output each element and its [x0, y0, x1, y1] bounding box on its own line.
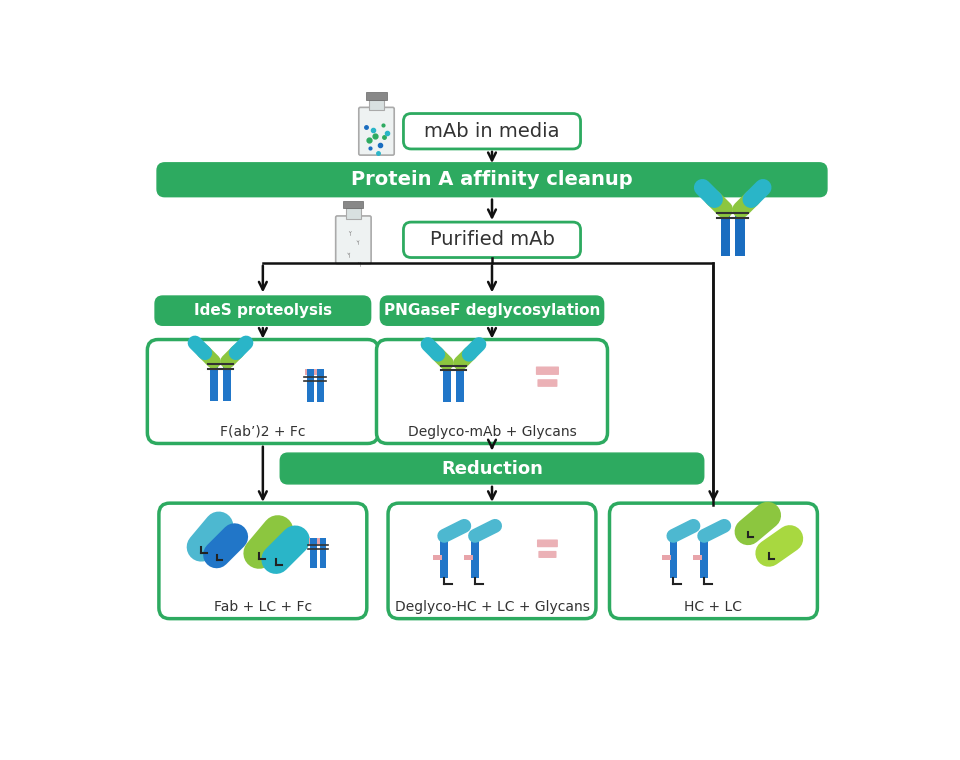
Text: F(ab’)2 + Fc: F(ab’)2 + Fc — [220, 425, 305, 439]
Bar — [444, 369, 451, 402]
FancyBboxPatch shape — [157, 163, 827, 197]
Bar — [210, 367, 218, 401]
FancyBboxPatch shape — [336, 216, 372, 264]
Bar — [433, 555, 442, 560]
FancyBboxPatch shape — [359, 107, 395, 155]
Bar — [305, 369, 319, 375]
Bar — [369, 100, 384, 110]
Text: Fab + LC + Fc: Fab + LC + Fc — [214, 600, 312, 614]
FancyBboxPatch shape — [159, 503, 367, 619]
Bar — [367, 92, 387, 100]
Text: Deglyco-mAb + Glycans: Deglyco-mAb + Glycans — [408, 425, 576, 439]
Bar — [310, 538, 317, 568]
FancyBboxPatch shape — [280, 453, 704, 484]
FancyBboxPatch shape — [403, 113, 581, 149]
Text: IdeS proteolysis: IdeS proteolysis — [194, 303, 332, 318]
FancyBboxPatch shape — [380, 296, 604, 325]
Bar — [735, 216, 745, 256]
Bar — [223, 367, 230, 401]
Bar — [471, 536, 479, 578]
Text: HC + LC: HC + LC — [684, 600, 742, 614]
Bar — [456, 369, 464, 402]
Text: PNGaseF deglycosylation: PNGaseF deglycosylation — [384, 303, 600, 318]
Bar — [344, 201, 364, 208]
Bar — [693, 555, 702, 560]
FancyBboxPatch shape — [610, 503, 817, 619]
Bar — [661, 555, 671, 560]
FancyBboxPatch shape — [147, 340, 378, 444]
Bar — [320, 538, 326, 568]
FancyBboxPatch shape — [539, 551, 557, 558]
FancyBboxPatch shape — [403, 222, 581, 258]
FancyBboxPatch shape — [376, 340, 608, 444]
Text: Purified mAb: Purified mAb — [429, 230, 555, 249]
Text: Reduction: Reduction — [441, 460, 543, 477]
Bar — [669, 536, 677, 578]
Text: Deglyco-HC + LC + Glycans: Deglyco-HC + LC + Glycans — [395, 600, 589, 614]
Text: mAb in media: mAb in media — [424, 122, 560, 141]
Bar — [464, 555, 472, 560]
FancyBboxPatch shape — [156, 296, 371, 325]
FancyBboxPatch shape — [538, 379, 558, 387]
FancyBboxPatch shape — [536, 366, 559, 375]
Bar — [309, 538, 322, 544]
Bar — [346, 208, 361, 219]
Bar — [307, 369, 314, 401]
Bar — [701, 536, 708, 578]
Bar — [721, 216, 730, 256]
FancyBboxPatch shape — [537, 540, 558, 547]
Bar — [441, 536, 448, 578]
FancyBboxPatch shape — [388, 503, 596, 619]
Bar — [317, 369, 324, 401]
Text: Protein A affinity cleanup: Protein A affinity cleanup — [351, 170, 633, 189]
